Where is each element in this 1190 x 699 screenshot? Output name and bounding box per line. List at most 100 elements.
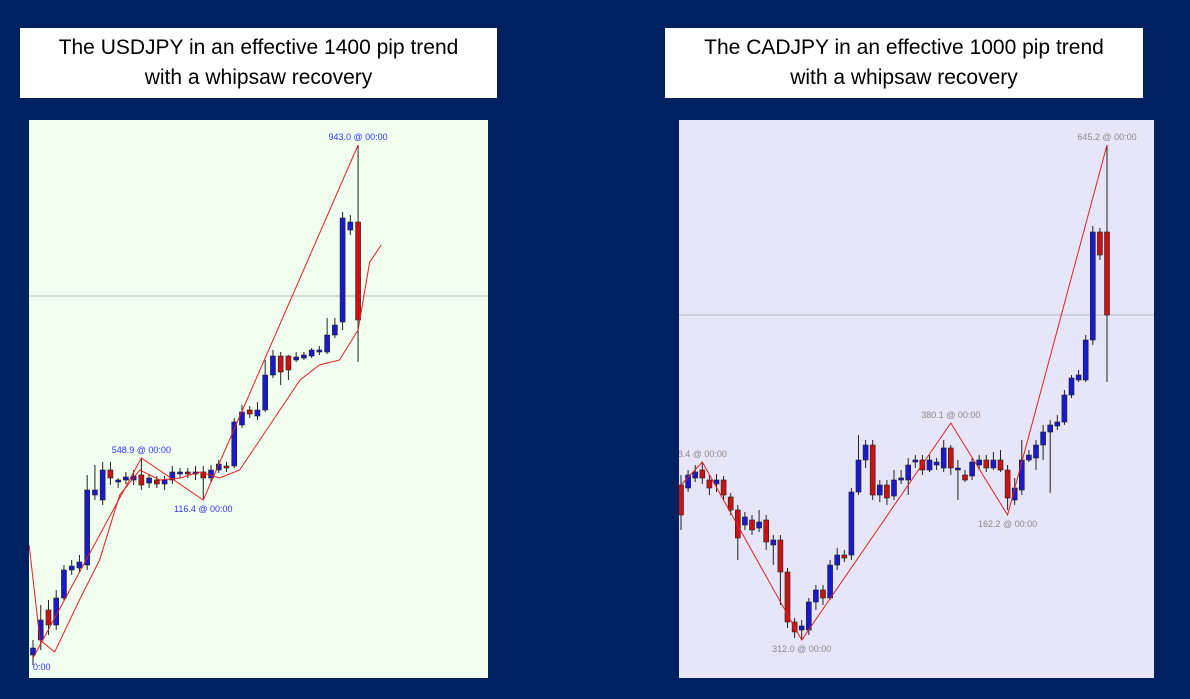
candle-body: [763, 519, 769, 543]
candle-body: [777, 539, 784, 573]
candle-body: [308, 349, 315, 357]
candle-body: [316, 349, 323, 353]
candle-body: [841, 554, 848, 559]
candle-body: [869, 444, 876, 496]
candle-body: [76, 561, 83, 569]
candle-body: [862, 444, 869, 461]
candle-body: [355, 221, 361, 321]
candle-body: [784, 571, 791, 623]
candle-body: [208, 469, 214, 479]
swing-label: 162.2 @ 00:00: [978, 519, 1037, 529]
candle-body: [947, 447, 954, 469]
swing-label: 380.1 @ 00:00: [921, 410, 980, 420]
chart: 8.4 @ 00:00 312.0 @ 00:00 380.1 @ 00:00 162…: [679, 120, 1154, 678]
swing-label: 312.0 @ 00:00: [772, 644, 831, 654]
swing-label: 645.2 @ 00:00: [1077, 132, 1136, 142]
candle-body: [332, 324, 338, 336]
candle-body: [146, 477, 152, 484]
candle-body: [270, 355, 276, 376]
candle-body: [107, 469, 114, 479]
candle-body: [891, 479, 897, 497]
candle-body: [262, 374, 268, 411]
candle-body: [30, 647, 36, 656]
candle-body: [1104, 231, 1110, 316]
candle-body: [692, 471, 698, 479]
candle-body: [699, 469, 706, 479]
candle-body: [940, 447, 947, 469]
candle-body: [1033, 444, 1039, 459]
candle-body: [84, 489, 90, 566]
candle-body: [969, 461, 975, 477]
candle-body: [99, 469, 106, 501]
candle-body: [293, 356, 299, 361]
candle-body: [277, 355, 284, 373]
candle-body: [1018, 459, 1025, 491]
plot-background: [29, 120, 488, 678]
candle-body: [685, 474, 691, 489]
candle-body: [727, 496, 734, 511]
candle-body: [1054, 421, 1061, 427]
candle-body: [962, 474, 968, 481]
plot-background: [679, 120, 1154, 678]
candle-body: [1075, 374, 1082, 381]
candle-body: [926, 459, 933, 471]
candle-body: [68, 565, 75, 571]
candle-body: [1061, 394, 1068, 423]
candle-body: [301, 354, 307, 359]
candle-body: [1004, 469, 1011, 499]
candle-body: [254, 409, 261, 417]
candle-body: [990, 459, 997, 469]
candle-body: [898, 477, 904, 481]
candle-body: [983, 459, 990, 469]
candle-body: [1082, 339, 1089, 381]
candle-body: [185, 471, 191, 475]
candle-body: [834, 554, 840, 566]
candle-body: [223, 465, 230, 469]
chart-title: The CADJPY in an effective 1000 pip tren…: [665, 28, 1143, 98]
candle-body: [246, 409, 253, 415]
candle-body: [92, 489, 98, 496]
candle-body: [1026, 454, 1032, 461]
candle-body: [905, 464, 911, 481]
chart-title: The USDJPY in an effective 1400 pip tren…: [20, 28, 497, 98]
candle-body: [138, 474, 145, 486]
candle-body: [855, 459, 862, 493]
candle-body: [200, 471, 207, 479]
candle-body: [734, 509, 741, 539]
candle-body: [706, 479, 713, 489]
candle-body: [1097, 231, 1103, 256]
candle-body: [877, 484, 883, 496]
candle-body: [115, 479, 121, 483]
candle-body: [912, 459, 919, 463]
candle-body: [997, 459, 1004, 471]
candle-body: [933, 461, 940, 466]
candle-body: [742, 516, 748, 526]
candle-body: [806, 601, 812, 631]
candle-body: [169, 471, 176, 481]
candle-body: [1047, 424, 1054, 433]
candle-body: [976, 459, 983, 466]
candle-body: [720, 479, 727, 496]
candle-body: [813, 589, 819, 603]
candle-body: [955, 467, 961, 471]
swing-label: 548.9 @ 00:00: [112, 445, 171, 455]
candle-body: [231, 421, 238, 467]
candle-body: [285, 355, 292, 371]
candle-body: [848, 491, 855, 556]
candle-body: [1068, 377, 1075, 396]
candle-body: [161, 479, 168, 485]
candle-body: [239, 411, 245, 426]
candle-body: [324, 334, 330, 353]
candle-body: [798, 625, 805, 631]
candle-body: [123, 476, 129, 481]
candle-body: [756, 521, 762, 529]
candle-body: [827, 564, 833, 599]
swing-label: 8.4 @ 00:00: [679, 449, 727, 459]
candle-body: [884, 484, 890, 499]
candle-body: [820, 589, 826, 599]
candle-body: [45, 609, 52, 626]
candle-body: [1040, 431, 1046, 446]
moving-average: [29, 244, 382, 653]
zigzag-line: [32, 144, 359, 659]
chart: 0:00 548.9 @ 00:00 116.4 @ 00:00 943.0 @ 00…: [29, 120, 488, 678]
